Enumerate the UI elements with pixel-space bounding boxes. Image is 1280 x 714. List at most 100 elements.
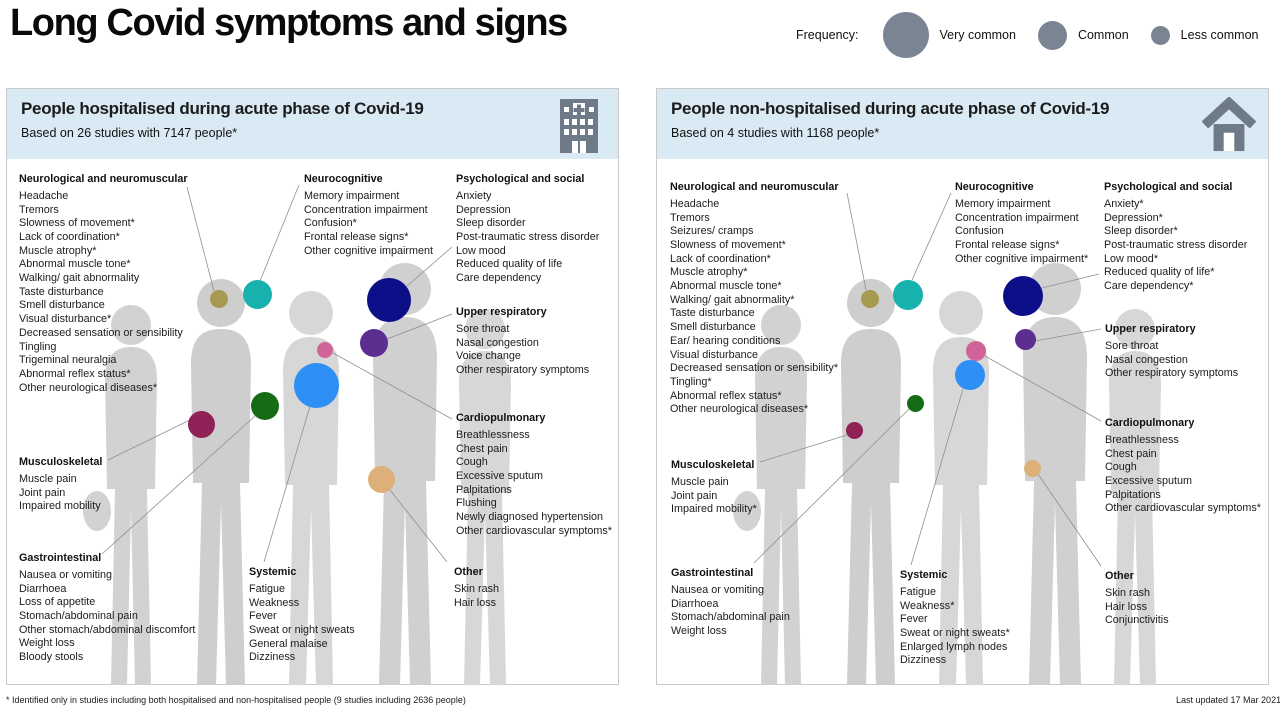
symptom-bubble-neurocognitive: [242, 279, 272, 309]
symptom-item: Trigeminal neuralgia: [19, 354, 117, 367]
symptom-item: Dizziness: [249, 651, 296, 664]
category-title: Upper respiratory: [1105, 323, 1196, 335]
connector-line-psychological-and-social: [1041, 273, 1100, 289]
category-title: Upper respiratory: [456, 306, 547, 318]
symptom-item: Skin rash: [1105, 586, 1151, 599]
symptom-item: Sore throat: [1105, 339, 1159, 352]
symptom-item: Care dependency*: [1104, 280, 1194, 293]
hospital-icon: [560, 99, 598, 153]
symptom-item: Concentration impairment: [955, 211, 1079, 224]
symptom-item: Lack of coordination*: [19, 230, 120, 243]
category-title: Other: [454, 566, 483, 578]
symptom-item: Other cognitive impairment: [304, 244, 434, 257]
symptom-bubble-musculoskeletal: [845, 421, 863, 439]
symptom-item: Other cognitive impairment*: [955, 252, 1089, 265]
symptom-item: Weakness: [249, 596, 300, 609]
legend-item-label: Less common: [1180, 28, 1259, 42]
symptom-item: Walking/ gait abnormality: [19, 272, 140, 285]
symptom-item: Anxiety: [456, 189, 492, 202]
category-title: Neurocognitive: [955, 181, 1034, 193]
symptom-item: Palpitations: [1105, 488, 1161, 501]
connector-line-neurological-and-neuromuscular: [186, 186, 215, 292]
panel-non-hospitalised: People non-hospitalised during acute pha…: [656, 88, 1269, 685]
symptom-item: Tingling: [19, 340, 57, 353]
symptom-item: Diarrhoea: [671, 597, 719, 610]
symptom-item: Taste disturbance: [19, 285, 104, 298]
symptom-item: Smell disturbance: [19, 299, 105, 312]
symptom-item: Other cardiovascular symptoms*: [456, 524, 613, 537]
category-systemic: Systemic Fatigue Weakness* Fever Sweat or ni…: [900, 569, 1010, 668]
symptom-item: Stomach/abdominal pain: [19, 609, 138, 622]
symptom-item: Breathlessness: [456, 428, 530, 441]
connector-line-psychological-and-social: [406, 246, 453, 287]
legend-very-common: Very common: [882, 12, 1016, 58]
symptom-bubble-other: [367, 465, 395, 493]
symptom-item: Fever: [900, 613, 928, 626]
symptom-item: Other cardiovascular symptoms*: [1105, 502, 1262, 515]
symptom-bubble-cardiopulmonary: [317, 342, 333, 358]
symptom-item: Sleep disorder*: [1104, 225, 1178, 238]
category-neurocognitive: Neurocognitive Memory impairment Concentra…: [955, 181, 1088, 266]
symptom-item: Abnormal reflex status*: [19, 367, 131, 380]
symptom-bubble-gastrointestinal: [906, 394, 924, 412]
less-common-circle-icon: [1150, 25, 1170, 45]
connector-lines: [101, 184, 453, 563]
symptom-item: Other neurological diseases*: [670, 403, 809, 416]
connector-line-gastrointestinal: [101, 415, 256, 555]
symptom-item: Impaired mobility*: [671, 503, 757, 516]
category-title: Neurocognitive: [304, 173, 383, 185]
symptom-item: Joint pain: [671, 489, 718, 502]
symptom-item: Headache: [19, 189, 69, 202]
symptom-item: Loss of appetite: [19, 596, 96, 609]
category-gastrointestinal: Gastrointestinal Nausea or vomiting Diarrh…: [671, 567, 790, 639]
symptom-item: Reduced quality of life*: [1104, 266, 1215, 279]
symptom-item: Fever: [249, 610, 277, 623]
symptom-item: Anxiety*: [1104, 197, 1144, 210]
symptom-item: Post-traumatic stress disorder: [456, 230, 600, 243]
symptom-item: Impaired mobility: [19, 500, 101, 513]
symptom-item: Abnormal muscle tone*: [19, 258, 131, 271]
connector-line-other: [1037, 473, 1102, 567]
symptom-item: Other respiratory symptoms: [1105, 367, 1239, 380]
symptom-item: Memory impairment: [304, 189, 400, 202]
symptom-item: Cough: [456, 456, 488, 469]
symptom-item: Tingling*: [670, 375, 712, 388]
category-title: Psychological and social: [456, 173, 585, 185]
category-title: Psychological and social: [1104, 181, 1233, 193]
symptom-bubble-psychological-and-social: [367, 278, 411, 322]
symptom-item: Dizziness: [900, 654, 947, 667]
category-title: Other: [1105, 570, 1134, 582]
category-gastrointestinal: Gastrointestinal Nausea or vomiting Diarrh…: [19, 552, 195, 665]
symptom-bubble-systemic: [293, 362, 339, 408]
symptom-item: Weight loss: [671, 624, 727, 637]
symptom-item: Confusion*: [304, 217, 357, 230]
symptom-item: Fatigue: [249, 582, 286, 595]
symptom-item: Seizures/ cramps: [670, 225, 754, 238]
symptom-item: Memory impairment: [955, 197, 1051, 210]
symptom-item: Post-traumatic stress disorder: [1104, 238, 1248, 251]
connector-line-systemic: [910, 388, 964, 566]
page-title: Long Covid symptoms and signs: [10, 2, 568, 44]
connector-line-cardiopulmonary: [332, 352, 453, 420]
symptom-item: Sweat or night sweats: [249, 623, 355, 636]
symptom-item: Depression*: [1104, 211, 1163, 224]
symptom-bubble-neurocognitive: [893, 280, 923, 310]
symptom-item: Other neurological diseases*: [19, 381, 158, 394]
common-circle-icon: [1037, 20, 1067, 50]
symptom-item: General malaise: [249, 637, 328, 650]
symptom-item: Other stomach/abdominal discomfort: [19, 623, 196, 636]
category-psychological-and-social: Psychological and social Anxiety* Depressi…: [1104, 181, 1247, 294]
category-cardiopulmonary: Cardiopulmonary Breathlessness Chest pain C…: [456, 412, 612, 538]
connector-line-upper-respiratory: [386, 313, 453, 340]
footnote: * Identified only in studies including b…: [6, 695, 466, 705]
symptom-item: Hair loss: [454, 596, 496, 609]
symptom-item: Skin rash: [454, 582, 500, 595]
frequency-legend-label: Frequency:: [796, 28, 859, 42]
category-upper-respiratory: Upper respiratory Sore throat Nasal conges…: [456, 306, 589, 378]
connector-line-neurological-and-neuromuscular: [846, 192, 867, 291]
category-musculoskeletal: Musculoskeletal Muscle pain Joint pain Impa…: [19, 456, 102, 514]
symptom-item: Other respiratory symptoms: [456, 363, 590, 376]
symptom-item: Weakness*: [900, 599, 955, 612]
symptom-item: Visual disturbance: [670, 348, 759, 361]
